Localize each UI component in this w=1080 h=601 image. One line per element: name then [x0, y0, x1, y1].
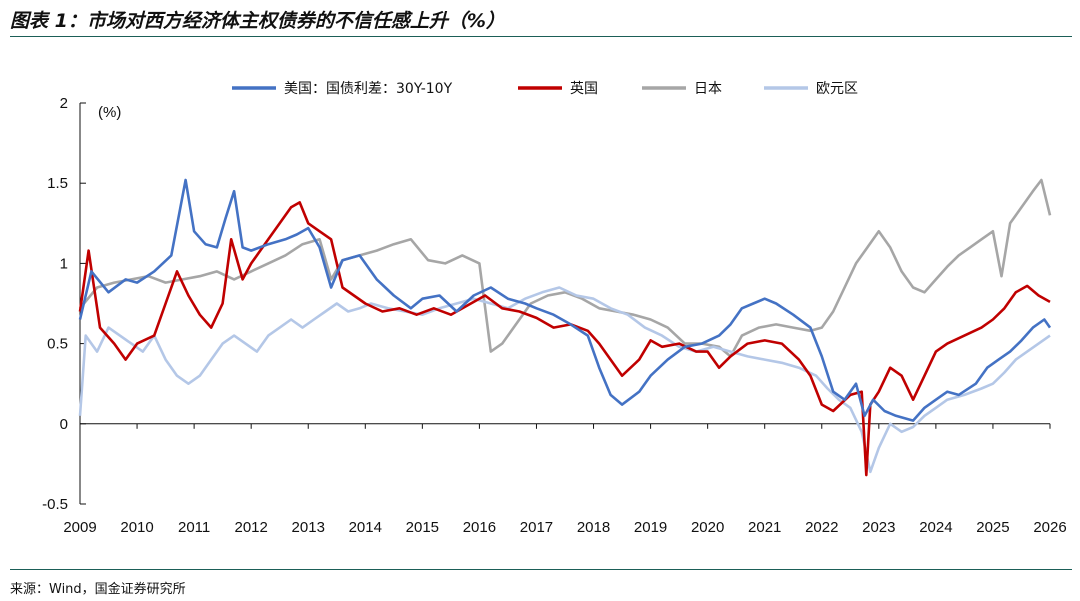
legend-label: 英国	[570, 80, 598, 97]
x-tick-label: 2024	[919, 519, 952, 536]
x-tick-label: 2023	[862, 519, 895, 536]
legend-label: 美国：国债利差：30Y-10Y	[284, 81, 453, 97]
x-tick-label: 2017	[520, 519, 553, 536]
x-tick-label: 2014	[349, 519, 382, 536]
y-tick-label: 0	[60, 416, 68, 433]
y-tick-label: 1.5	[47, 175, 68, 192]
x-tick-label: 2020	[691, 519, 724, 536]
y-tick-label: -0.5	[42, 496, 68, 513]
chart-legend: 美国：国债利差：30Y-10Y 英国 日本 欧元区	[232, 80, 858, 97]
series-line-3	[78, 286, 1051, 474]
y-tick-label: 2	[60, 95, 68, 112]
x-tick-label: 2012	[234, 519, 267, 536]
x-tick-label: 2022	[805, 519, 838, 536]
source-note: 来源：Wind，国金证券研究所	[10, 582, 186, 597]
figure-title: 图表 1：市场对西方经济体主权债券的不信任感上升（%）	[10, 10, 505, 32]
x-tick-label: 2016	[463, 519, 496, 536]
x-tick-label: 2019	[634, 519, 667, 536]
x-tick-label: 2025	[976, 519, 1009, 536]
series-line-1	[78, 201, 1051, 477]
y-axis-unit-label: (%)	[98, 104, 121, 121]
source-divider	[10, 569, 1072, 570]
x-tick-label: 2015	[406, 519, 439, 536]
x-tick-label: 2009	[63, 519, 96, 536]
x-tick-label: 2011	[178, 519, 210, 536]
chart-axes: -0.5 0 0.5 1 1.5 2 2009 2010 2011 2012 2013 2014 201…	[42, 95, 1067, 536]
series-line-0	[78, 178, 1052, 422]
title-divider	[10, 36, 1072, 37]
y-tick-label: 0.5	[47, 336, 68, 353]
x-tick-label: 2026	[1033, 519, 1066, 536]
legend-label: 欧元区	[816, 81, 858, 97]
x-tick-label: 2010	[120, 519, 153, 536]
series-line-2	[78, 178, 1052, 358]
x-tick-label: 2018	[577, 519, 610, 536]
y-tick-label: 1	[60, 255, 68, 272]
x-tick-label: 2013	[292, 519, 325, 536]
legend-label: 日本	[694, 81, 722, 97]
x-tick-label: 2021	[748, 519, 781, 536]
chart-series	[78, 178, 1052, 477]
